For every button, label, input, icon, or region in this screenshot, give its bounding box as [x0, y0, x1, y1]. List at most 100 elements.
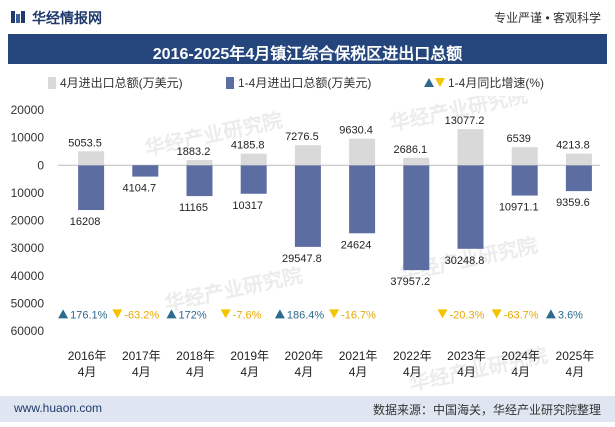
legend-swatch-monthly [48, 76, 56, 89]
x-tick-label: 4月 [240, 365, 259, 379]
cumulative-data-label: 37957.2 [390, 276, 430, 288]
x-tick-label: 4月 [457, 365, 476, 379]
growth-data-label: 3.6% [558, 309, 583, 321]
x-tick-label: 4月 [511, 365, 530, 379]
growth-down-marker [437, 309, 448, 319]
x-tick-label: 2018年 [176, 349, 215, 363]
legend-item-monthly: 4月进出口总额(万美元) [48, 74, 183, 91]
monthly-bar [132, 165, 159, 177]
growth-down-marker [112, 309, 123, 319]
cumulative-data-label: 10971.1 [499, 202, 539, 214]
monthly-bar [78, 151, 105, 166]
y-tick-label: 50000 [11, 296, 45, 310]
x-tick-label: 4月 [566, 365, 585, 379]
growth-data-label: -20.3% [450, 309, 485, 321]
x-tick-label: 2019年 [230, 349, 269, 363]
cumulative-data-label: 29547.8 [282, 253, 322, 265]
growth-data-label: -7.6% [233, 309, 262, 321]
legend-swatch-cumulative [226, 76, 234, 89]
x-tick-label: 2021年 [339, 349, 378, 363]
growth-data-label: -16.7% [341, 309, 376, 321]
monthly-bar [511, 147, 538, 166]
cumulative-bar [349, 165, 376, 234]
x-tick-label: 4月 [349, 365, 368, 379]
cumulative-data-label: 10317 [232, 200, 263, 212]
growth-up-marker [166, 309, 177, 319]
growth-data-label: -63.7% [504, 309, 539, 321]
monthly-bar [294, 145, 321, 166]
x-tick-label: 2024年 [501, 349, 540, 363]
x-tick-label: 2025年 [556, 349, 595, 363]
x-tick-label: 2020年 [285, 349, 324, 363]
legend-item-cumulative: 1-4月进出口总额(万美元) [226, 74, 371, 91]
cumulative-bar [186, 165, 213, 197]
footer-source: 数据来源：中国海关，华经产业研究院整理 [372, 403, 601, 417]
monthly-data-label: 2686.1 [393, 144, 427, 156]
watermark-text: 华经产业研究院 [163, 263, 305, 316]
cumulative-data-label: 11165 [179, 202, 208, 214]
monthly-bar [186, 160, 213, 166]
x-tick-label: 4月 [78, 365, 97, 379]
growth-down-marker [329, 309, 340, 319]
monthly-data-label: 13077.2 [445, 115, 485, 127]
x-tick-label: 4月 [295, 365, 314, 379]
x-tick-label: 4月 [132, 365, 151, 379]
monthly-bar [403, 157, 430, 166]
x-tick-label: 2017年 [122, 349, 161, 363]
y-tick-label: 10000 [11, 131, 45, 145]
y-tick-label: 10000 [11, 186, 45, 200]
cumulative-bar [403, 165, 430, 271]
growth-down-marker [491, 309, 502, 319]
growth-data-label: 172% [179, 309, 207, 321]
chart-plot: 华经产业研究院 华经产业研究院华经产业研究院华经产业研究院华经产业研究院20000… [11, 96, 600, 395]
monthly-data-label: 6539 [506, 133, 530, 145]
title-bar: 2016-2025年4月镇江综合保税区进出口总额 [8, 34, 607, 64]
growth-data-label: 186.4% [287, 309, 325, 321]
monthly-data-label: 4104.7 [122, 183, 156, 195]
monthly-data-label: 4213.8 [556, 140, 590, 152]
watermark-text: 华经产业研究院 [143, 108, 285, 161]
monthly-data-label: 4185.8 [231, 140, 265, 152]
cumulative-bar [511, 165, 538, 196]
y-tick-label: 0 [37, 158, 44, 172]
y-tick-label: 30000 [11, 241, 45, 255]
x-tick-label: 2023年 [447, 349, 486, 363]
monthly-bar [457, 129, 484, 166]
x-tick-label: 4月 [186, 365, 205, 379]
y-tick-label: 60000 [11, 324, 45, 338]
legend-item-growth: 1-4月同比增速(%) [424, 74, 544, 91]
brand-name: 华经情报网 [32, 10, 102, 26]
growth-up-marker [545, 309, 556, 319]
growth-up-marker [274, 309, 285, 319]
legend-down-marker-icon [435, 78, 445, 87]
cumulative-bar [240, 165, 267, 194]
monthly-bar [240, 153, 267, 166]
monthly-data-label: 7276.5 [285, 131, 319, 143]
top-bar: 华经情报网 专业严谨 • 客观科学 [0, 0, 615, 34]
y-tick-label: 40000 [11, 269, 45, 283]
x-tick-label: 2016年 [68, 349, 107, 363]
x-tick-label: 4月 [403, 365, 422, 379]
footer-website: www.huaon.com [14, 401, 103, 415]
cumulative-data-label: 9359.6 [556, 197, 590, 209]
legend-up-marker-icon [424, 78, 434, 87]
monthly-data-label: 5053.5 [68, 137, 102, 149]
growth-down-marker [220, 309, 231, 319]
footer-bar: www.huaon.com 数据来源：中国海关，华经产业研究院整理 [0, 396, 615, 422]
legend-label-growth: 1-4月同比增速(%) [448, 76, 545, 90]
cumulative-bar [565, 165, 592, 192]
chart-title: 2016-2025年4月镇江综合保税区进出口总额 [152, 46, 463, 63]
x-tick-label: 2022年 [393, 349, 432, 363]
monthly-data-label: 1883.2 [177, 146, 211, 158]
monthly-bar [565, 153, 592, 166]
growth-data-label: 176.1% [70, 309, 108, 321]
cumulative-data-label: 30248.8 [445, 255, 485, 267]
y-tick-label: 20000 [11, 214, 45, 228]
chart-legend: 4月进出口总额(万美元) 1-4月进出口总额(万美元) 1-4月同比增速(%) [0, 74, 615, 92]
cumulative-data-label: 16208 [70, 216, 101, 228]
monthly-bar [349, 138, 376, 166]
cumulative-bar [457, 165, 484, 249]
brand-logo-icon [11, 11, 25, 23]
monthly-data-label: 9630.4 [339, 125, 373, 137]
cumulative-bar [78, 165, 105, 211]
